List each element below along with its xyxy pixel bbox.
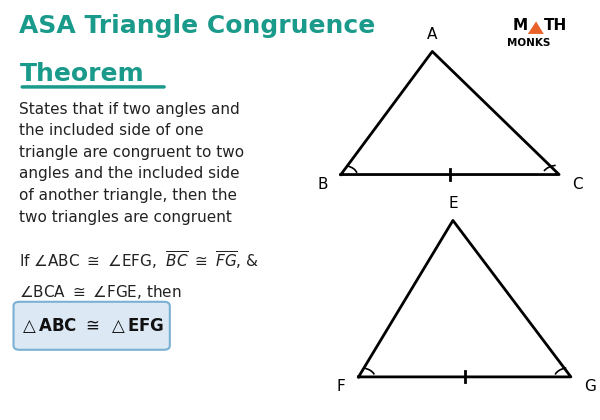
Text: M: M (513, 18, 528, 33)
Text: G: G (584, 379, 596, 394)
Text: States that if two angles and
the included side of one
triangle are congruent to: States that if two angles and the includ… (19, 102, 245, 225)
Text: MONKS: MONKS (507, 38, 550, 48)
Text: B: B (317, 177, 328, 192)
Text: C: C (572, 177, 583, 192)
FancyBboxPatch shape (14, 302, 170, 350)
Text: E: E (448, 196, 458, 211)
Text: If $\angle$ABC $\cong$ $\angle$EFG,  $\overline{BC}$ $\cong$ $\overline{FG}$, &: If $\angle$ABC $\cong$ $\angle$EFG, $\ov… (19, 249, 259, 271)
Polygon shape (528, 21, 544, 34)
Text: TH: TH (544, 18, 567, 33)
Text: ASA Triangle Congruence: ASA Triangle Congruence (19, 14, 376, 38)
Text: $\triangle$ABC $\cong$ $\triangle$EFG: $\triangle$ABC $\cong$ $\triangle$EFG (19, 317, 164, 336)
Text: $\angle$BCA $\cong$ $\angle$FGE, then: $\angle$BCA $\cong$ $\angle$FGE, then (19, 283, 182, 301)
Text: F: F (337, 379, 346, 394)
Text: A: A (427, 27, 437, 42)
Text: Theorem: Theorem (19, 62, 144, 86)
